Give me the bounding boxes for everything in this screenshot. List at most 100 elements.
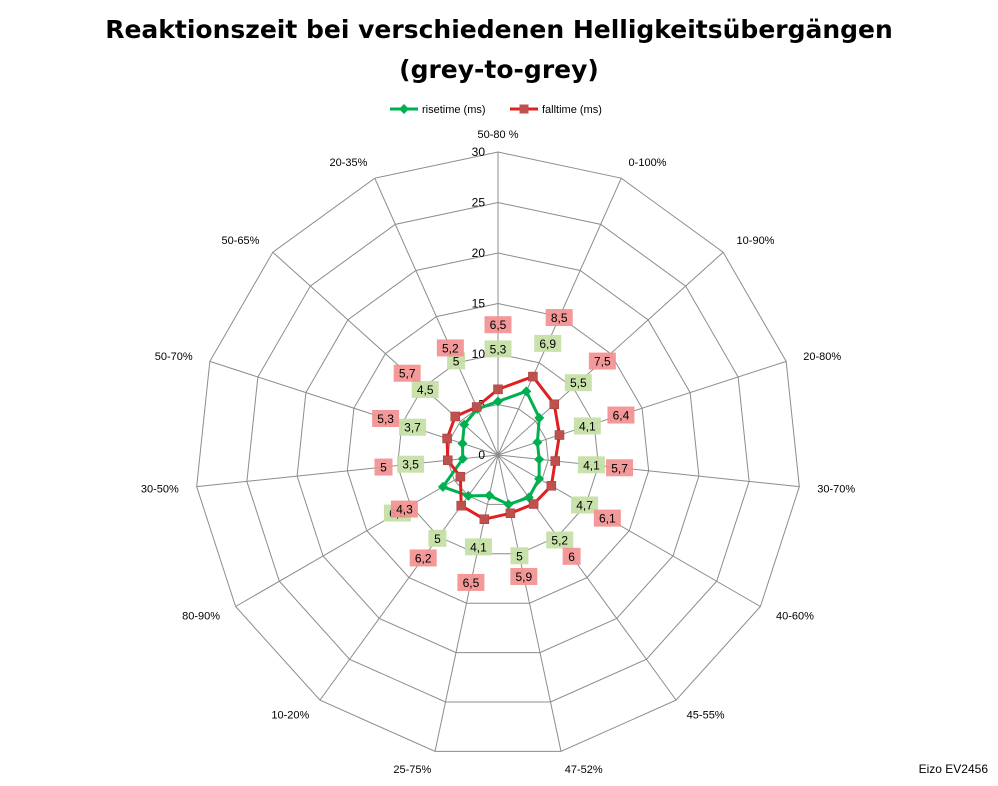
data-point [493,384,503,395]
data-point [528,371,538,382]
chart-title-line-2: (grey-to-grey) [399,55,599,84]
data-label: 6,4 [613,409,630,423]
data-label: 5 [453,354,460,368]
data-point [450,411,460,422]
data-label-box [374,458,393,476]
data-label-box [564,374,592,392]
data-label: 6,5 [463,576,480,590]
data-label: 4,1 [579,419,596,433]
data-point [484,490,495,501]
data-label: 7,5 [594,355,611,369]
data-label-box [399,418,427,436]
data-point [532,437,543,448]
data-point [534,412,545,423]
data-label-box [393,364,421,382]
data-point [493,396,503,407]
grid-spoke [497,360,787,456]
category-label: 20-35% [330,157,368,169]
grid-spoke [272,251,499,456]
category-label: 40-60% [776,611,814,623]
data-label: 4,7 [576,498,593,512]
data-point [528,499,539,509]
data-label: 5,2 [442,341,459,355]
data-point [546,481,557,491]
grid-ring [397,353,599,555]
data-label-box [397,455,425,473]
data-label-box [411,380,439,398]
data-label-box [588,352,616,370]
data-point [534,454,545,465]
data-label: 5 [516,549,523,563]
grid-ring [246,201,750,703]
grid-ring [296,252,700,654]
data-label-box [571,496,599,514]
data-point [534,473,545,484]
data-label: 5,5 [570,376,587,390]
radial-tick-label: 10 [472,347,486,361]
data-label: 6,1 [599,512,616,526]
grid-spoke [434,454,499,752]
series-line [441,389,541,506]
data-label-box [510,568,538,586]
category-label: 30-50% [141,484,179,496]
data-labels: 5,36,95,54,14,14,75,254,156,33,53,74,556… [372,309,635,591]
data-label: 5,7 [611,461,628,475]
data-label-box [484,340,512,358]
category-label: 80-90% [182,611,220,623]
data-label: 6,2 [415,551,432,565]
data-point [443,455,453,466]
legend-label: falltime (ms) [542,104,602,116]
data-label-box [457,573,485,591]
data-label-box [447,352,466,370]
data-label: 6,5 [490,318,507,332]
legend: risetime (ms) falltime (ms) [390,104,602,116]
category-label: 50-70% [155,351,193,363]
data-point [521,386,532,397]
data-label-box [573,417,601,435]
grid-spoke [209,360,499,456]
data-label: 4,1 [470,540,487,554]
data-label: 5,3 [490,342,507,356]
grid-spoke [235,454,499,607]
data-label: 5 [434,532,441,546]
category-label: 20-80% [803,351,841,363]
data-label-box [593,509,621,527]
data-label: 5,9 [515,570,532,584]
category-label: 10-20% [271,710,309,722]
category-label: 50-65% [222,235,260,247]
data-label-box [464,538,492,556]
data-label-box [372,409,400,427]
data-point [463,490,474,501]
data-label-box [390,500,418,518]
data-label-box [510,547,529,565]
data-label-box [409,549,437,567]
grid-spoke [497,454,800,488]
legend-marker [399,104,409,114]
grid-ring [196,151,800,752]
data-label-box [577,456,605,474]
data-point [442,433,452,444]
radial-tick-label: 15 [472,297,486,311]
data-label-box [606,459,634,477]
radial-tick-label: 20 [472,246,486,260]
category-labels: 50-80 % 0-100% 10-90% 20-80% 30-70% 40-60% 45-… [141,129,856,776]
chart-title: Reaktionszeit bei verschiedenen Helligke… [0,10,998,90]
data-label: 5,7 [399,367,416,381]
data-label: 4,3 [396,503,413,517]
data-label-box [534,334,562,352]
category-label: 25-75% [393,764,431,776]
data-label: 5 [380,461,387,475]
data-point [479,514,490,524]
data-point [456,500,466,511]
category-label: 47-52% [565,764,603,776]
data-label-box [545,309,573,327]
data-label: 5,3 [377,412,394,426]
data-point [549,399,560,410]
series-layer [437,371,565,524]
category-label: 0-100% [629,157,667,169]
data-point [459,419,470,430]
radial-tick-label: 25 [472,196,486,210]
radial-tick-label: 0 [478,448,485,462]
